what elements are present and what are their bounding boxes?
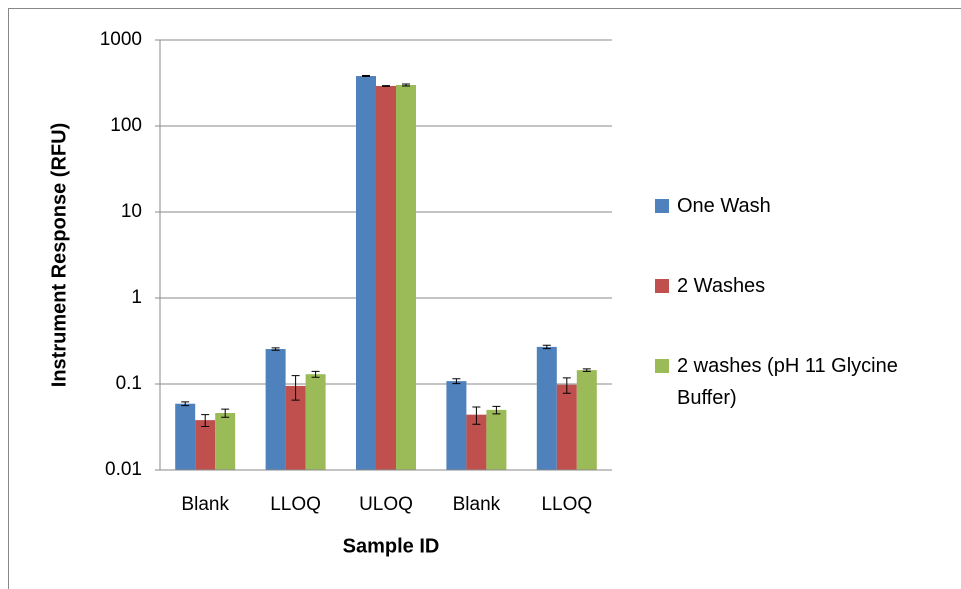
x-tick-label: LLOQ bbox=[270, 494, 321, 515]
error-bar bbox=[181, 401, 190, 407]
frame bbox=[8, 8, 961, 589]
x-axis-label: Sample ID bbox=[343, 535, 440, 557]
error-bar bbox=[472, 406, 481, 425]
y-axis-label: Instrument Response (RFU) bbox=[48, 123, 70, 387]
legend-swatch bbox=[655, 199, 669, 213]
x-tick-label: ULOQ bbox=[359, 494, 413, 515]
x-tick-label: LLOQ bbox=[541, 494, 592, 515]
error-bar bbox=[311, 370, 320, 378]
bar bbox=[396, 84, 416, 470]
bar bbox=[466, 414, 487, 470]
error-bar bbox=[452, 378, 461, 385]
error-bar bbox=[382, 85, 390, 87]
bar bbox=[376, 85, 396, 470]
legend-swatch bbox=[655, 279, 669, 293]
y-tick-label: 100 bbox=[110, 115, 142, 136]
error-bar bbox=[291, 375, 300, 401]
bar bbox=[556, 384, 577, 470]
error-bar bbox=[492, 405, 501, 415]
legend-item: One Wash bbox=[655, 190, 955, 222]
bar bbox=[195, 420, 216, 470]
error-bar bbox=[362, 75, 370, 78]
legend-item: 2 Washes bbox=[655, 270, 955, 302]
bar bbox=[285, 385, 306, 470]
y-tick-label: 10 bbox=[121, 201, 142, 222]
error-bar bbox=[582, 368, 591, 372]
bar bbox=[576, 370, 597, 470]
legend-item: 2 washes (pH 11 Glycine Buffer) bbox=[655, 350, 955, 414]
y-tick-label: 0.01 bbox=[105, 459, 142, 480]
y-tick-label: 1 bbox=[131, 287, 142, 308]
x-tick-label: Blank bbox=[453, 494, 501, 515]
bar bbox=[175, 403, 196, 470]
legend-swatch bbox=[655, 359, 669, 373]
bar bbox=[536, 346, 557, 470]
error-bar bbox=[221, 408, 230, 418]
legend: One Wash 2 Washes 2 washes (pH 11 Glycine … bbox=[655, 190, 955, 462]
y-tick-label: 1000 bbox=[100, 29, 142, 50]
error-bar bbox=[402, 83, 410, 87]
error-bar bbox=[271, 347, 280, 351]
legend-label: 2 Washes bbox=[677, 275, 766, 297]
error-bar bbox=[201, 414, 210, 428]
x-tick-label: Blank bbox=[181, 494, 229, 515]
bar bbox=[305, 374, 326, 470]
bar bbox=[265, 349, 286, 470]
y-tick-label: 0.1 bbox=[116, 373, 142, 394]
error-bar bbox=[542, 344, 551, 350]
error-bar bbox=[562, 377, 571, 394]
bar bbox=[446, 381, 467, 470]
bar bbox=[356, 76, 376, 470]
legend-label: 2 washes (pH 11 Glycine Buffer) bbox=[677, 355, 898, 409]
bar bbox=[215, 413, 236, 470]
legend-label: One Wash bbox=[677, 195, 771, 217]
bar bbox=[486, 409, 507, 470]
